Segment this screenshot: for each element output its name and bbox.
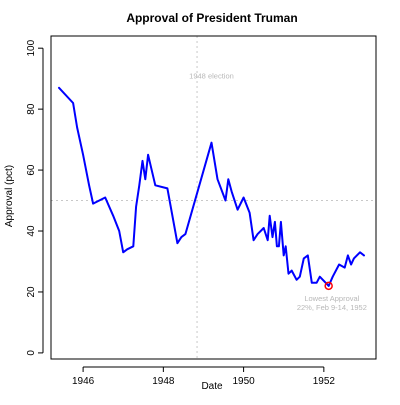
y-axis-label: Approval (pct) bbox=[4, 165, 15, 227]
y-tick-label: 40 bbox=[26, 225, 37, 237]
x-tick-label: 1948 bbox=[152, 376, 175, 387]
approval-series-line bbox=[58, 86, 365, 287]
y-tick-label: 100 bbox=[26, 39, 37, 56]
lowest-approval-annotation-line: 22%, Feb 9-14, 1952 bbox=[297, 303, 367, 312]
lowest-approval-annotation: Lowest Approval 22%, Feb 9-14, 1952 bbox=[297, 294, 367, 312]
series-layer bbox=[58, 86, 365, 291]
x-tick-label: 1950 bbox=[232, 376, 255, 387]
y-tick-label: 0 bbox=[26, 350, 37, 356]
lowest-approval-marker bbox=[324, 281, 333, 291]
reference-lines bbox=[51, 36, 376, 359]
axes: 1946 1948 1950 1952 0 20 40 60 80 100 bbox=[26, 39, 335, 387]
y-tick-label: 80 bbox=[26, 103, 37, 115]
lowest-approval-annotation-line: Lowest Approval bbox=[304, 294, 359, 303]
x-tick-label: 1946 bbox=[72, 376, 95, 387]
y-tick-label: 60 bbox=[26, 164, 37, 176]
x-axis-label: Date bbox=[201, 381, 223, 392]
annotations: 1948 election Lowest Approval 22%, Feb 9-1… bbox=[189, 72, 367, 312]
y-tick-label: 20 bbox=[26, 286, 37, 298]
election-annotation: 1948 election bbox=[189, 72, 234, 81]
x-tick-label: 1952 bbox=[313, 376, 336, 387]
chart-title: Approval of President Truman bbox=[126, 11, 297, 25]
election-annotation-line: 1948 election bbox=[189, 72, 234, 81]
plot-area-frame bbox=[50, 35, 377, 360]
